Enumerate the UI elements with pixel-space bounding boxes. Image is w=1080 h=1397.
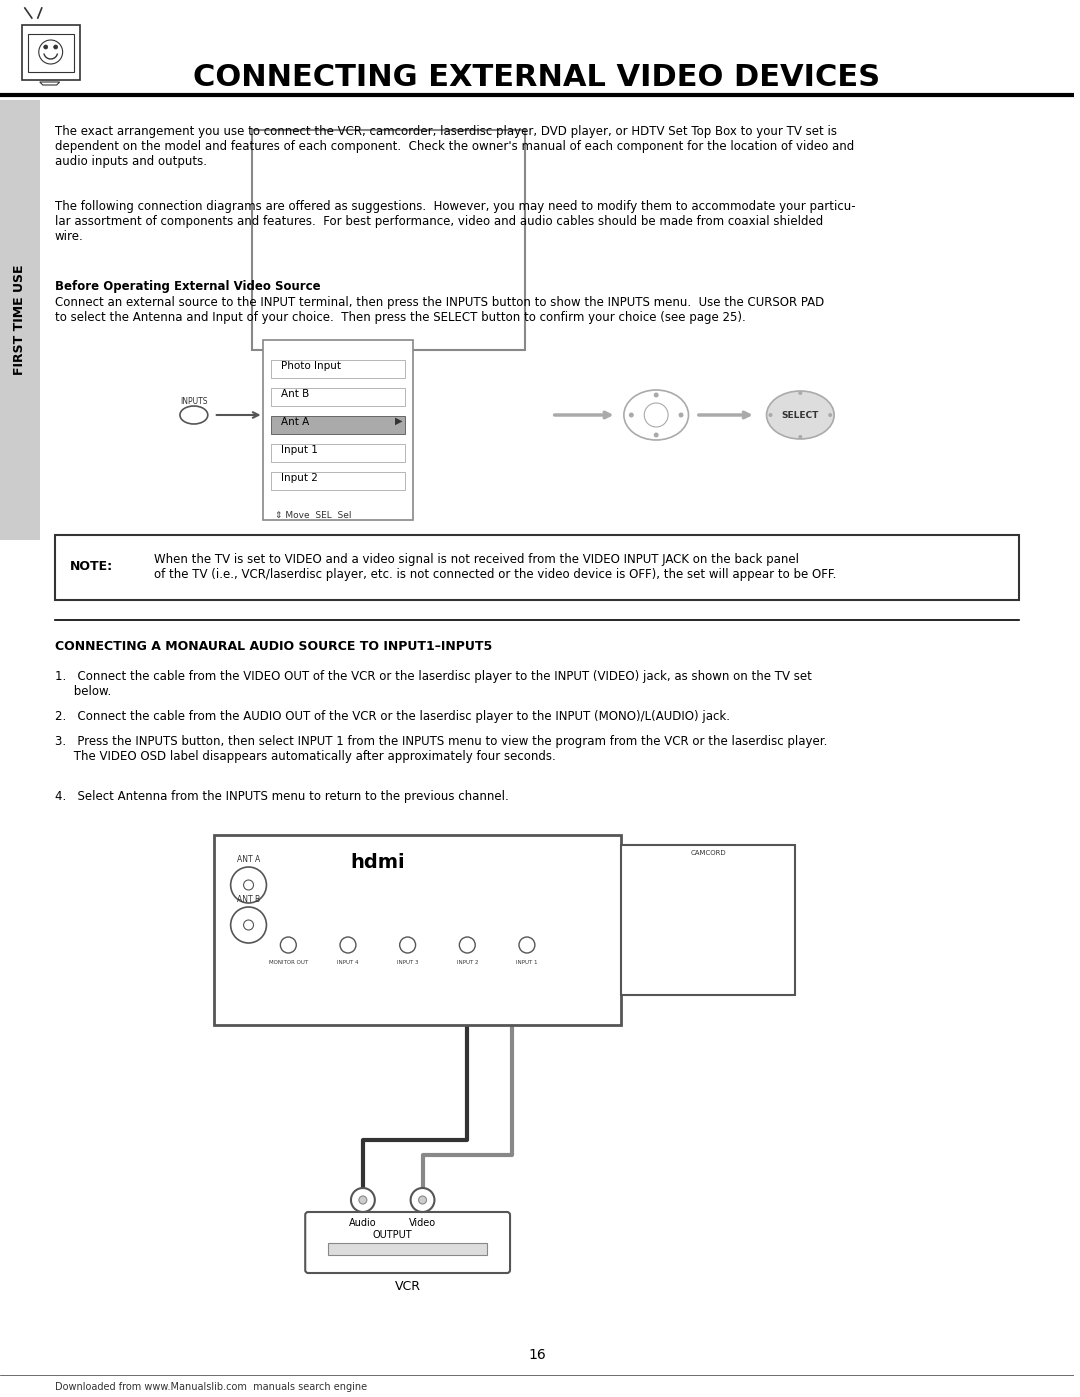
Text: Input 2: Input 2 xyxy=(282,474,319,483)
Circle shape xyxy=(351,1187,375,1213)
Text: OUTPUT: OUTPUT xyxy=(373,1229,413,1241)
Circle shape xyxy=(54,45,57,49)
Text: When the TV is set to VIDEO and a video signal is not received from the VIDEO IN: When the TV is set to VIDEO and a video … xyxy=(154,553,837,581)
Text: NOTE:: NOTE: xyxy=(69,560,112,574)
Circle shape xyxy=(645,402,669,427)
Circle shape xyxy=(769,414,772,416)
Bar xyxy=(328,1243,487,1255)
Text: INPUT 4: INPUT 4 xyxy=(337,960,359,964)
Circle shape xyxy=(410,1187,434,1213)
Text: Before Operating External Video Source: Before Operating External Video Source xyxy=(55,279,321,293)
Circle shape xyxy=(653,433,659,437)
Bar xyxy=(22,25,80,80)
Circle shape xyxy=(44,45,48,49)
Circle shape xyxy=(244,921,254,930)
Text: Photo Input: Photo Input xyxy=(282,360,341,372)
Text: Ant B: Ant B xyxy=(282,388,310,400)
FancyBboxPatch shape xyxy=(306,1213,510,1273)
Circle shape xyxy=(678,412,684,418)
Ellipse shape xyxy=(624,390,688,440)
Text: 3.   Press the INPUTS button, then select INPUT 1 from the INPUTS menu to view t: 3. Press the INPUTS button, then select … xyxy=(55,735,827,763)
Text: VCR: VCR xyxy=(394,1280,420,1294)
Text: Video: Video xyxy=(409,1218,436,1228)
Text: SELECT: SELECT xyxy=(782,411,819,419)
Text: The exact arrangement you use to connect the VCR, camcorder, laserdisc player, D: The exact arrangement you use to connect… xyxy=(55,124,854,168)
Bar xyxy=(264,339,413,520)
Text: MONITOR OUT: MONITOR OUT xyxy=(269,960,308,964)
Bar xyxy=(271,388,405,407)
Text: INPUTS: INPUTS xyxy=(180,398,207,407)
Circle shape xyxy=(244,880,254,890)
Circle shape xyxy=(419,1196,427,1204)
Circle shape xyxy=(629,412,634,418)
Polygon shape xyxy=(40,82,59,85)
Bar xyxy=(28,34,73,73)
Circle shape xyxy=(798,391,802,395)
Text: CONNECTING EXTERNAL VIDEO DEVICES: CONNECTING EXTERNAL VIDEO DEVICES xyxy=(193,63,880,92)
Text: 16: 16 xyxy=(528,1348,545,1362)
Bar xyxy=(214,835,621,1025)
Text: ANT A: ANT A xyxy=(237,855,260,865)
Circle shape xyxy=(359,1196,367,1204)
Text: 4.   Select Antenna from the INPUTS menu to return to the previous channel.: 4. Select Antenna from the INPUTS menu t… xyxy=(55,789,509,803)
Ellipse shape xyxy=(767,391,834,439)
Text: CONNECTING A MONAURAL AUDIO SOURCE TO INPUT1–INPUT5: CONNECTING A MONAURAL AUDIO SOURCE TO IN… xyxy=(55,640,491,652)
Circle shape xyxy=(828,414,833,416)
Text: The following connection diagrams are offered as suggestions.  However, you may : The following connection diagrams are of… xyxy=(55,200,855,243)
Text: ▶: ▶ xyxy=(394,416,402,426)
Bar xyxy=(271,416,405,434)
Text: Connect an external source to the INPUT terminal, then press the INPUTS button t: Connect an external source to the INPUT … xyxy=(55,296,824,324)
Bar xyxy=(621,845,795,995)
Circle shape xyxy=(400,937,416,953)
Text: ⇕ Move  SEL  Sel: ⇕ Move SEL Sel xyxy=(275,510,352,520)
Ellipse shape xyxy=(180,407,207,425)
Circle shape xyxy=(340,937,356,953)
Bar xyxy=(271,472,405,490)
Text: CAMCORD: CAMCORD xyxy=(691,849,727,856)
Circle shape xyxy=(653,393,659,398)
Text: ANT B: ANT B xyxy=(237,895,260,904)
Text: Input 1: Input 1 xyxy=(282,446,319,455)
Bar xyxy=(271,360,405,379)
Circle shape xyxy=(519,937,535,953)
Text: INPUT 1: INPUT 1 xyxy=(516,960,538,964)
Circle shape xyxy=(281,937,296,953)
Bar xyxy=(252,130,525,351)
Circle shape xyxy=(798,434,802,439)
Text: Downloaded from www.Manualslib.com  manuals search engine: Downloaded from www.Manualslib.com manua… xyxy=(55,1382,367,1391)
Text: hdmi: hdmi xyxy=(351,854,405,873)
Text: Audio: Audio xyxy=(349,1218,377,1228)
Bar xyxy=(271,444,405,462)
Bar xyxy=(0,101,40,541)
Circle shape xyxy=(459,937,475,953)
Text: INPUT 3: INPUT 3 xyxy=(396,960,418,964)
Text: 2.   Connect the cable from the AUDIO OUT of the VCR or the laserdisc player to : 2. Connect the cable from the AUDIO OUT … xyxy=(55,710,730,724)
Text: FIRST TIME USE: FIRST TIME USE xyxy=(13,265,26,376)
Bar xyxy=(55,535,1020,599)
Circle shape xyxy=(39,41,63,64)
Text: INPUT 2: INPUT 2 xyxy=(457,960,478,964)
Text: Ant A: Ant A xyxy=(282,416,310,427)
Text: 1.   Connect the cable from the VIDEO OUT of the VCR or the laserdisc player to : 1. Connect the cable from the VIDEO OUT … xyxy=(55,671,811,698)
Circle shape xyxy=(231,868,267,902)
Circle shape xyxy=(231,907,267,943)
